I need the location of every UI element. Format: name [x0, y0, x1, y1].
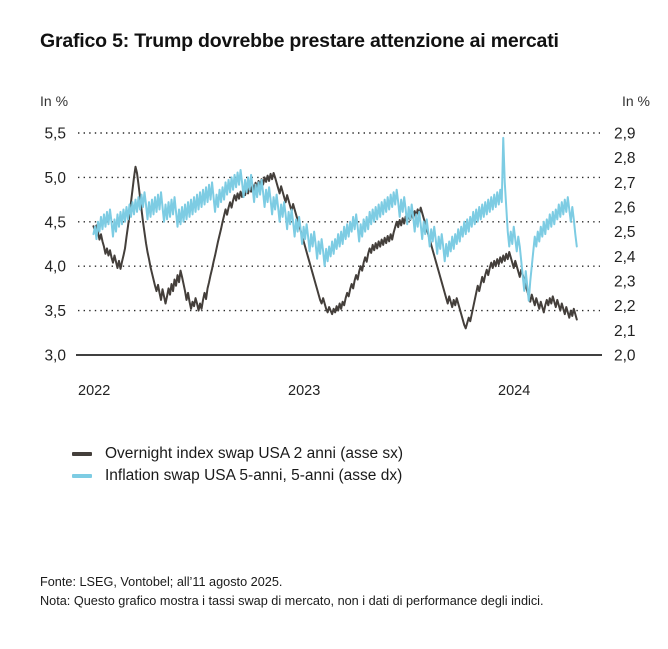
- chart-footnotes: Fonte: LSEG, Vontobel; all’11 agosto 202…: [40, 573, 655, 611]
- left-axis-tick-label: 4,0: [44, 259, 66, 276]
- x-axis-year-label: 2024: [498, 383, 530, 399]
- series-line-infl: [92, 136, 578, 302]
- footnote-note: Nota: Questo grafico mostra i tassi swap…: [40, 594, 544, 608]
- legend-label-inflation: Inflation swap USA 5-anni, 5-anni (asse …: [105, 467, 403, 484]
- footnote-source: Fonte: LSEG, Vontobel; all’11 agosto 202…: [40, 575, 283, 589]
- series-line-ois: [92, 165, 578, 330]
- right-axis-tick-label: 2,7: [614, 175, 636, 192]
- legend-swatch-inflation: [72, 474, 92, 478]
- legend-swatch-ois: [72, 452, 92, 456]
- legend-label-ois: Overnight index swap USA 2 anni (asse sx…: [105, 445, 404, 462]
- right-axis-tick-label: 2,2: [614, 298, 636, 315]
- left-axis-tick-label: 5,0: [44, 170, 66, 187]
- right-axis-tick-label: 2,8: [614, 150, 636, 167]
- plot-area: 3,0 3,5 4,0 4,5 5,0 5,5 2,0 2,1 2,2 2,3 2,4 2,5 2,6 2…: [44, 126, 636, 400]
- right-axis-tick-label: 2,4: [614, 249, 636, 266]
- left-axis-unit-label: In %: [40, 93, 69, 109]
- right-axis-unit-label: In %: [621, 93, 650, 109]
- right-axis-tick-label: 2,1: [614, 323, 636, 340]
- left-axis-tick-label: 4,5: [44, 214, 66, 231]
- left-axis-tick-label: 3,0: [44, 348, 66, 365]
- left-axis-tick-label: 5,5: [44, 126, 66, 143]
- right-axis-tick-label: 2,5: [614, 224, 636, 241]
- legend-item-inflation: Inflation swap USA 5-anni, 5-anni (asse …: [72, 465, 592, 487]
- right-axis-tick-label: 2,6: [614, 200, 636, 217]
- right-axis-tick-label: 2,3: [614, 274, 636, 291]
- legend-item-ois: Overnight index swap USA 2 anni (asse sx…: [72, 443, 592, 465]
- left-axis-tick-label: 3,5: [44, 303, 66, 320]
- right-axis-tick-label: 2,0: [614, 348, 636, 365]
- line-chart-svg: 3,0 3,5 4,0 4,5 5,0 5,5 2,0 2,1 2,2 2,3 2,4 2,5 2,6 2…: [44, 126, 636, 400]
- page-title: Grafico 5: Trump dovrebbe prestare atten…: [40, 30, 559, 52]
- chart-legend: Overnight index swap USA 2 anni (asse sx…: [72, 443, 592, 487]
- x-axis-year-label: 2022: [78, 383, 110, 399]
- right-axis-tick-label: 2,9: [614, 126, 636, 143]
- x-axis-year-label: 2023: [288, 383, 320, 399]
